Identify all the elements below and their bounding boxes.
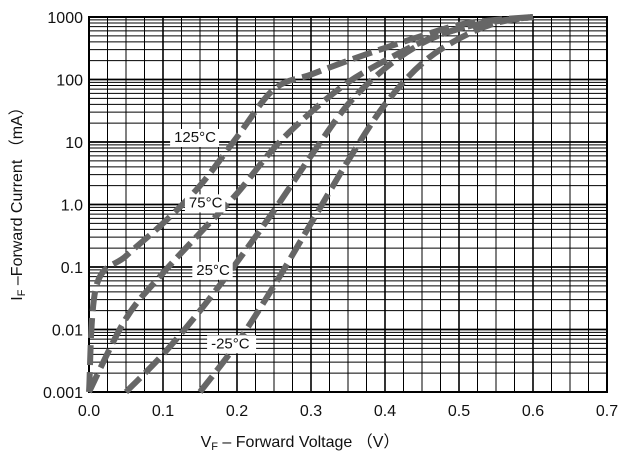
curve-labels: 125°C 75°C 25°C -25°C (170, 129, 257, 354)
x-tick-label: 0.7 (596, 403, 618, 420)
x-tick-label: 0.6 (522, 403, 544, 420)
grid (88, 16, 608, 393)
series-label-bg (184, 194, 226, 213)
y-tick-label: 0.01 (52, 323, 83, 340)
series-label: 75°C (189, 194, 223, 211)
x-tick-label: 0.0 (78, 403, 100, 420)
y-tick-label: 0.001 (43, 385, 83, 402)
x-axis-label: VF – Forward Voltage （V） (201, 433, 400, 453)
curves (86, 14, 534, 395)
x-tick-label: 0.5 (448, 403, 470, 420)
y-tick-label: 100 (56, 73, 83, 90)
y-axis-label: IF –Forward Current （mA） (8, 99, 28, 300)
series-label: -25°C (211, 335, 250, 352)
y-tick-label: 1.0 (61, 198, 83, 215)
x-tick-label: 0.3 (300, 403, 322, 420)
series-label-bg (207, 335, 257, 354)
series-label-bg (192, 261, 233, 280)
series-line-2 (123, 14, 534, 395)
y-tick-label: 10 (65, 135, 83, 152)
x-tick-label: 0.1 (152, 403, 174, 420)
series-label: 25°C (196, 262, 230, 279)
y-tick-label: 0.1 (61, 260, 83, 277)
x-tick-label: 0.2 (226, 403, 248, 420)
series-label-bg (170, 129, 220, 147)
y-tick-label: 1000 (47, 10, 83, 27)
series-line-3 (197, 14, 534, 394)
series-line-0 (86, 14, 534, 393)
series-label: 125°C (174, 129, 216, 146)
x-tick-label: 0.4 (374, 403, 396, 420)
tick-labels: 0.0 0.1 0.2 0.3 0.4 0.5 0.6 0.7 0.001 0.01 0.1 1.0 1… (43, 10, 618, 420)
